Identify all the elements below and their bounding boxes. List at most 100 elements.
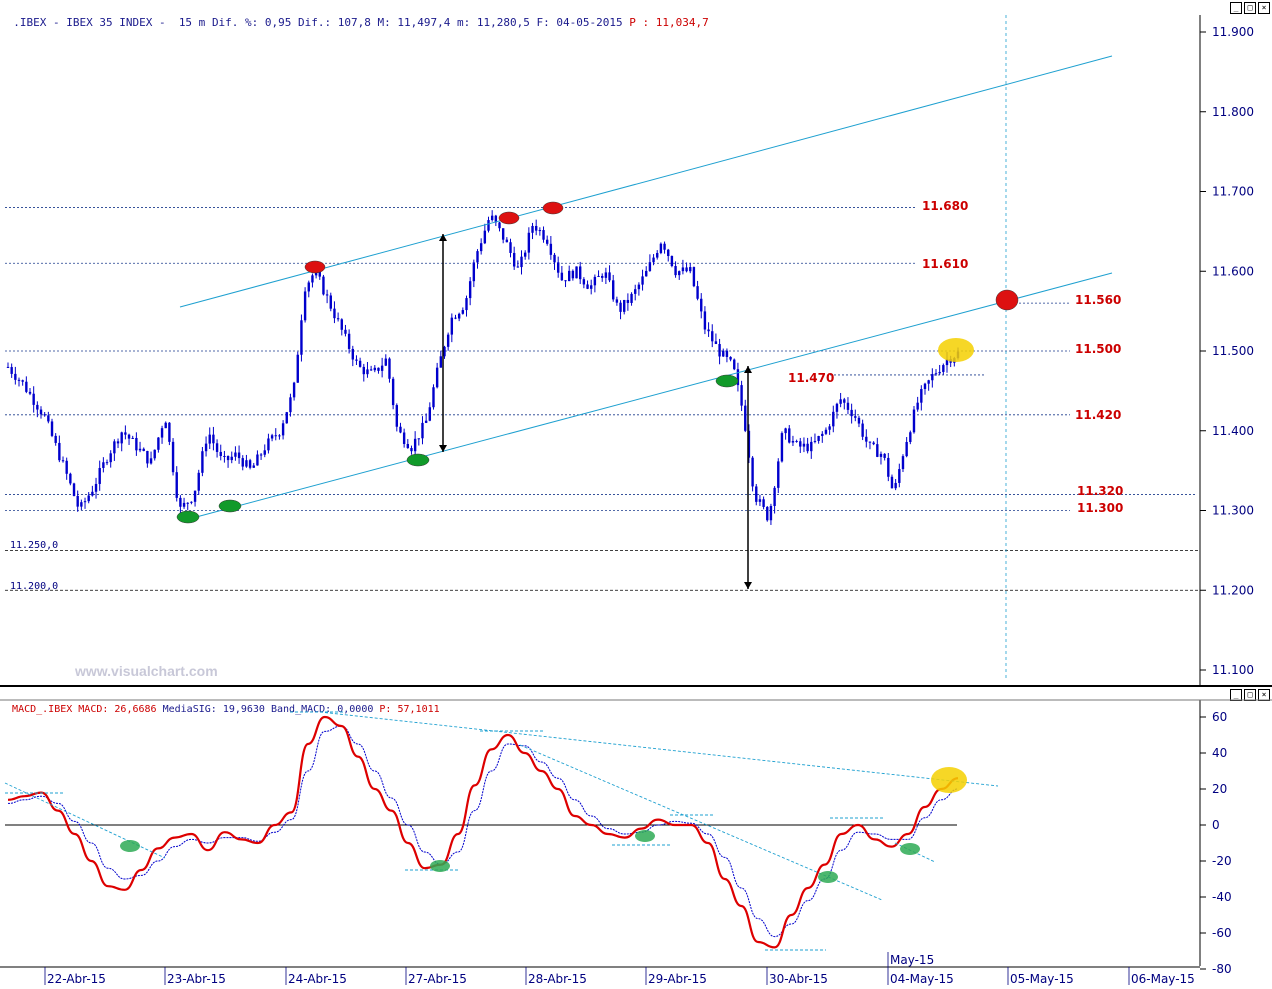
candle-body xyxy=(14,373,17,380)
candle-body xyxy=(791,440,795,443)
candle-body xyxy=(102,462,105,468)
candle-body xyxy=(626,299,630,303)
close-icon[interactable]: × xyxy=(1258,2,1270,14)
macd-name: MACD_.IBEX MACD: xyxy=(12,704,109,715)
red-marker xyxy=(498,211,520,225)
candle-body xyxy=(36,404,39,410)
macd-trend-line xyxy=(4,782,166,859)
candle-body xyxy=(153,449,156,459)
price-tick-label: 11.300 xyxy=(1212,504,1254,518)
candle-body xyxy=(898,469,901,483)
maximize-icon[interactable]: □ xyxy=(1244,2,1256,14)
level-label-11610: 11.610 xyxy=(922,257,968,271)
candle-body xyxy=(76,495,79,507)
candle-body xyxy=(509,242,512,253)
candle-body xyxy=(689,267,692,272)
candle-body xyxy=(659,243,663,253)
candle-body xyxy=(25,381,28,392)
candle-body xyxy=(531,225,534,233)
candle-body xyxy=(641,276,644,285)
candle-body xyxy=(333,308,336,319)
candle-body xyxy=(799,441,802,447)
candle-body xyxy=(113,441,116,454)
candle-body xyxy=(120,432,123,444)
minimize-icon[interactable]: _ xyxy=(1230,689,1242,701)
candle-body xyxy=(773,487,776,506)
level-label-11560: 11.560 xyxy=(1075,293,1121,307)
candle-body xyxy=(788,428,791,443)
price-tick-label: 11.900 xyxy=(1212,25,1254,39)
candle-body xyxy=(362,366,365,375)
date-label: 24-Abr-15 xyxy=(288,972,347,986)
candle-body xyxy=(391,378,395,406)
price-window-buttons: _ □ × xyxy=(1230,2,1270,14)
candle-body xyxy=(69,473,72,484)
candle-body xyxy=(824,429,828,434)
candle-body xyxy=(942,365,945,372)
candle-body xyxy=(347,333,351,349)
measure-arrow-right-head-bottom xyxy=(744,582,752,589)
candle-body xyxy=(850,409,853,417)
candle-body xyxy=(32,393,35,405)
candle-body xyxy=(564,280,567,282)
candle-body xyxy=(736,369,740,386)
candle-body xyxy=(10,367,13,374)
candle-body xyxy=(832,411,835,427)
candle-body xyxy=(157,437,160,450)
candle-body xyxy=(190,501,193,503)
candle-body xyxy=(934,373,938,375)
candle-body xyxy=(520,256,523,268)
macd-trend-line xyxy=(519,744,883,901)
candle-body xyxy=(593,276,597,286)
candle-body xyxy=(549,243,553,255)
candle-body xyxy=(751,457,754,487)
candle-body xyxy=(711,331,714,342)
macd-tick-label: 60 xyxy=(1212,710,1227,724)
candle-body xyxy=(135,437,138,451)
level-label-11470: 11.470 xyxy=(788,371,834,385)
candle-body xyxy=(579,266,582,280)
macd-panel: 60 40 20 0 -20 -40 -60 -80 xyxy=(4,710,1232,976)
candle-body xyxy=(663,243,666,250)
candle-body xyxy=(512,252,516,267)
candle-body xyxy=(61,460,65,462)
candle-body xyxy=(516,266,520,268)
candle-body xyxy=(439,356,443,368)
candle-body xyxy=(373,367,376,371)
candle-body xyxy=(894,482,897,489)
candle-body xyxy=(553,254,556,263)
symbol-label: .IBEX - IBEX 35 INDEX - 15 m xyxy=(13,16,206,29)
candle-body xyxy=(175,472,178,498)
candle-body xyxy=(652,257,655,263)
candle-body xyxy=(777,461,780,488)
candle-body xyxy=(322,276,325,295)
candle-body xyxy=(927,380,930,384)
candle-body xyxy=(806,443,809,452)
candle-body xyxy=(696,286,699,299)
candle-body xyxy=(197,472,200,491)
green-marker xyxy=(218,499,242,513)
candle-body xyxy=(571,270,575,279)
date-label: 28-Abr-15 xyxy=(528,972,587,986)
macd-green-marker xyxy=(635,830,655,842)
candle-body xyxy=(681,267,685,272)
date-label: 04-May-15 xyxy=(890,972,954,986)
candle-body xyxy=(872,442,875,445)
macd-trend-line xyxy=(319,711,999,787)
candle-body xyxy=(912,409,916,433)
minimize-icon[interactable]: _ xyxy=(1230,2,1242,14)
candle-body xyxy=(747,430,751,458)
candle-body xyxy=(300,320,303,355)
macd-green-marker xyxy=(430,860,450,872)
candle-body xyxy=(883,453,886,458)
macd-window-buttons: _ □ × xyxy=(1230,689,1270,701)
macd-line xyxy=(7,715,959,949)
candle-body xyxy=(740,385,743,406)
price-tick-label: 11.800 xyxy=(1212,105,1254,119)
candle-body xyxy=(380,365,384,371)
candle-body xyxy=(545,239,549,244)
price-candles xyxy=(6,210,960,525)
candle-body xyxy=(567,270,571,282)
candle-body xyxy=(879,453,883,457)
